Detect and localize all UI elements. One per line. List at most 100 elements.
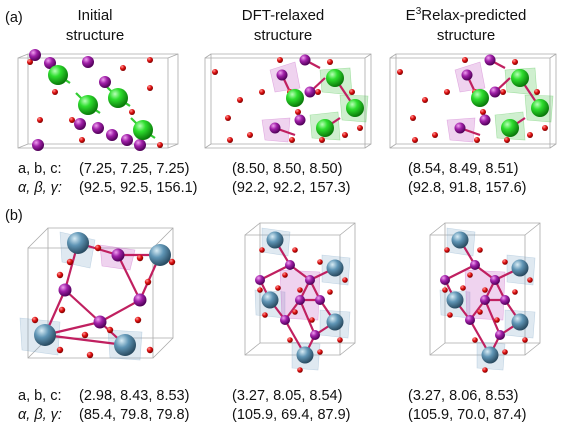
lattice-value: (7.25, 7.25, 7.25) bbox=[79, 161, 189, 177]
column-header: structure bbox=[437, 27, 495, 44]
atom bbox=[319, 137, 325, 143]
atom bbox=[227, 137, 233, 143]
atom bbox=[410, 115, 416, 121]
atom bbox=[527, 277, 533, 283]
panel-label: (a) bbox=[5, 10, 23, 26]
atom bbox=[107, 327, 113, 333]
atom bbox=[349, 89, 355, 95]
atom bbox=[94, 316, 107, 329]
atom bbox=[287, 337, 293, 343]
atom bbox=[432, 132, 438, 138]
atom bbox=[480, 295, 490, 305]
atom bbox=[502, 349, 508, 355]
angle-value: (105.9, 70.0, 87.4) bbox=[408, 407, 527, 423]
atom bbox=[444, 89, 450, 95]
atom bbox=[512, 260, 529, 277]
bond bbox=[65, 290, 100, 322]
atom bbox=[108, 88, 128, 108]
cell-edge bbox=[550, 54, 556, 58]
atom bbox=[342, 277, 348, 283]
atom bbox=[326, 69, 344, 87]
atom bbox=[502, 259, 508, 265]
atom bbox=[316, 119, 334, 137]
atom bbox=[482, 287, 488, 293]
atom bbox=[480, 115, 491, 126]
atom bbox=[470, 260, 480, 270]
atom bbox=[67, 259, 73, 265]
column-header: E3Relax-predicted bbox=[406, 6, 527, 24]
atom bbox=[295, 115, 306, 126]
atom bbox=[482, 367, 488, 373]
header-part: E bbox=[406, 7, 416, 24]
cell-edge bbox=[168, 144, 178, 148]
atom bbox=[512, 289, 518, 295]
atom bbox=[522, 337, 528, 343]
atom bbox=[512, 59, 518, 65]
atom bbox=[74, 118, 86, 130]
atom bbox=[357, 125, 363, 131]
figure: (a) Initial structure DFT-relaxed struct… bbox=[0, 0, 569, 424]
atom bbox=[270, 123, 281, 134]
atom bbox=[262, 312, 268, 318]
atom bbox=[455, 123, 466, 134]
atom bbox=[95, 245, 101, 251]
atom bbox=[511, 69, 529, 87]
atom bbox=[277, 57, 283, 63]
cell-edge bbox=[205, 144, 211, 148]
atom bbox=[460, 285, 466, 291]
bond bbox=[100, 300, 140, 322]
atom bbox=[225, 115, 231, 121]
atom bbox=[52, 89, 58, 95]
atom bbox=[462, 70, 473, 81]
atom bbox=[447, 312, 453, 318]
panel-label: (b) bbox=[5, 208, 23, 224]
atom bbox=[212, 69, 218, 75]
atom bbox=[317, 259, 323, 265]
atom bbox=[315, 295, 325, 305]
cell-edge bbox=[245, 223, 260, 235]
atom bbox=[134, 139, 146, 151]
atom bbox=[462, 57, 468, 63]
angle-value: (105.9, 69.4, 87.9) bbox=[232, 407, 351, 423]
atom bbox=[34, 324, 56, 346]
lattice-value: (8.54, 8.49, 8.51) bbox=[408, 161, 518, 177]
atom bbox=[57, 272, 63, 278]
atom bbox=[501, 119, 519, 137]
atom bbox=[327, 260, 344, 277]
atom bbox=[99, 76, 111, 88]
atom bbox=[452, 232, 469, 249]
atom bbox=[327, 314, 344, 331]
column-header: Initial bbox=[77, 7, 112, 24]
atom bbox=[247, 132, 253, 138]
atom bbox=[277, 70, 288, 81]
atom bbox=[92, 122, 104, 134]
cell-edge bbox=[365, 54, 371, 58]
atom bbox=[147, 85, 153, 91]
atom bbox=[531, 99, 549, 117]
atom bbox=[504, 137, 510, 143]
atom bbox=[121, 134, 133, 146]
angle-value: (85.4, 79.8, 79.8) bbox=[79, 407, 189, 423]
atom bbox=[114, 334, 136, 356]
atom bbox=[315, 89, 321, 95]
angle-value: (92.5, 92.5, 156.1) bbox=[79, 180, 198, 196]
atom bbox=[495, 330, 505, 340]
atom bbox=[29, 49, 41, 61]
atom bbox=[480, 109, 486, 115]
atom bbox=[32, 139, 44, 151]
atom bbox=[310, 330, 320, 340]
cell-edge bbox=[153, 338, 173, 358]
atom bbox=[37, 117, 43, 123]
cell-edge bbox=[340, 343, 355, 355]
atom bbox=[292, 247, 298, 253]
atom bbox=[129, 109, 135, 115]
atom bbox=[67, 232, 89, 254]
atom bbox=[297, 347, 314, 364]
cell-edge bbox=[340, 223, 355, 235]
atom bbox=[309, 317, 315, 323]
atom bbox=[337, 337, 343, 343]
atom bbox=[87, 352, 93, 358]
angle-value: (92.2, 92.2, 157.3) bbox=[232, 180, 351, 196]
cell-edge bbox=[18, 54, 28, 58]
atom bbox=[527, 132, 533, 138]
